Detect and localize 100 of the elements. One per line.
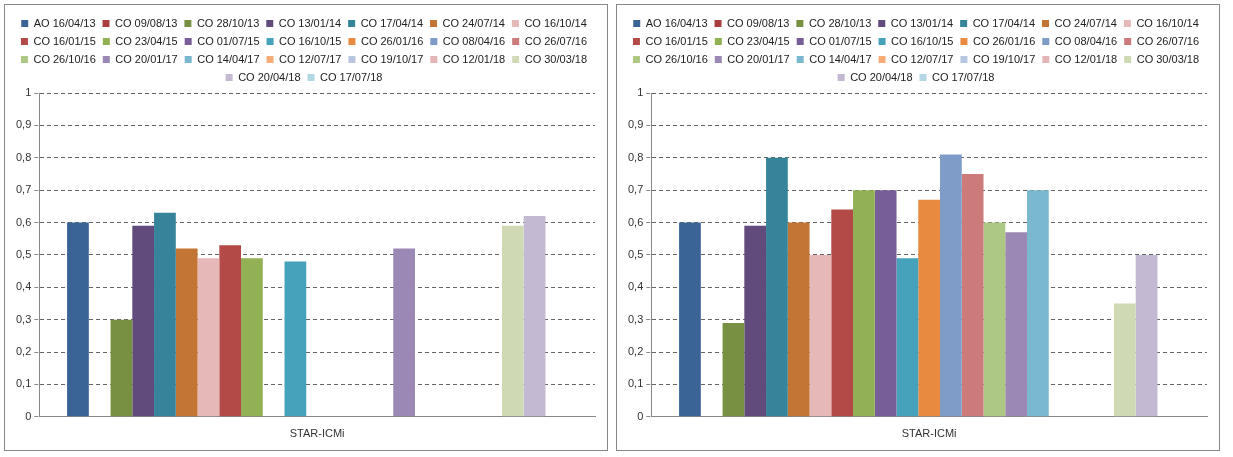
bar xyxy=(284,261,307,417)
legend-label: CO 28/10/13 xyxy=(196,16,260,29)
legend-label: AO 16/04/13 xyxy=(33,16,96,29)
bar xyxy=(110,319,133,417)
bar xyxy=(1027,190,1049,417)
legend-label: CO 13/01/14 xyxy=(890,16,954,29)
legend-label: CO 19/10/17 xyxy=(972,52,1036,65)
bar xyxy=(1113,303,1136,417)
legend-label: CO 26/07/16 xyxy=(1136,34,1200,47)
legend-label: CO 08/04/16 xyxy=(442,34,506,47)
legend-label: CO 12/01/18 xyxy=(1054,52,1118,65)
legend-label: CO 12/07/17 xyxy=(891,52,954,65)
legend-label: CO 24/07/14 xyxy=(1054,16,1117,29)
bar xyxy=(219,245,242,417)
bar xyxy=(744,225,767,417)
legend-label: CO 26/10/16 xyxy=(645,52,708,65)
bar xyxy=(787,222,810,417)
legend-label: CO 23/04/15 xyxy=(115,34,178,47)
legend-label: CO 20/01/17 xyxy=(727,52,790,65)
y-tick-label: 0,2 xyxy=(15,345,32,358)
legend-label: CO 13/01/14 xyxy=(278,16,342,29)
bar xyxy=(722,322,745,417)
legend-label: CO 16/10/15 xyxy=(279,34,342,47)
y-tick-label: 0,1 xyxy=(15,377,32,390)
legend-label: AO 16/04/13 xyxy=(645,16,708,29)
legend-label: CO 24/07/14 xyxy=(442,16,505,29)
legend-label: CO 14/04/17 xyxy=(197,52,260,65)
legend-label: CO 19/10/17 xyxy=(360,52,424,65)
legend-label: CO 28/10/13 xyxy=(808,16,872,29)
legend-label: CO 30/03/18 xyxy=(524,52,588,65)
y-tick-label: 0,5 xyxy=(15,247,32,260)
legend-label: CO 16/01/15 xyxy=(645,34,708,47)
y-tick-label: 0,9 xyxy=(627,118,644,131)
bar xyxy=(523,216,546,417)
legend-label: CO 23/04/15 xyxy=(727,34,790,47)
bar xyxy=(874,190,897,417)
bar xyxy=(154,212,176,417)
legend-label: CO 30/03/18 xyxy=(1136,52,1200,65)
y-tick-label: 0,9 xyxy=(15,118,32,131)
bar xyxy=(241,258,263,417)
x-tick-label: STAR-ICMi xyxy=(901,427,957,440)
bar xyxy=(983,222,1006,417)
y-tick-label: 0,3 xyxy=(15,312,32,325)
legend-label: CO 09/08/13 xyxy=(727,16,790,29)
legend-label: CO 12/07/17 xyxy=(279,52,342,65)
y-tick-label: 0,4 xyxy=(15,280,32,293)
legend-label: CO 20/04/18 xyxy=(238,70,301,83)
legend-label: CO 26/01/16 xyxy=(360,34,424,47)
y-tick-label: 0,3 xyxy=(627,312,644,325)
y-tick-label: 0,6 xyxy=(15,215,32,228)
legend-label: CO 08/04/16 xyxy=(1054,34,1118,47)
y-tick-label: 0,5 xyxy=(627,247,644,260)
bar xyxy=(197,258,220,417)
y-tick-label: 1 xyxy=(25,86,32,99)
legend-label: CO 01/07/15 xyxy=(197,34,260,47)
x-tick-label: STAR-ICMi xyxy=(289,427,345,440)
legend-label: CO 17/07/18 xyxy=(932,70,995,83)
legend-label: CO 09/08/13 xyxy=(115,16,178,29)
bar xyxy=(961,173,984,417)
bar xyxy=(853,190,875,417)
y-tick-label: 0,6 xyxy=(627,215,644,228)
y-tick-label: 0 xyxy=(25,409,32,422)
bar xyxy=(679,222,701,417)
legend-label: CO 12/01/18 xyxy=(442,52,506,65)
legend-label: CO 17/04/14 xyxy=(972,16,1036,29)
bar xyxy=(896,258,919,417)
legend-label: CO 26/10/16 xyxy=(33,52,96,65)
legend-label: CO 17/07/18 xyxy=(320,70,383,83)
bar xyxy=(918,199,941,417)
legend-label: CO 14/04/17 xyxy=(809,52,872,65)
legend-label: CO 01/07/15 xyxy=(809,34,872,47)
legend-label: CO 26/07/16 xyxy=(524,34,588,47)
legend-label: CO 20/01/17 xyxy=(115,52,178,65)
y-tick-label: 0,8 xyxy=(15,150,32,163)
legend-label: CO 20/04/18 xyxy=(850,70,913,83)
bar xyxy=(393,248,415,417)
legend-label: CO 16/01/15 xyxy=(33,34,96,47)
bar xyxy=(175,248,198,417)
y-tick-label: 1 xyxy=(637,86,644,99)
y-tick-label: 0,7 xyxy=(627,183,644,196)
bar xyxy=(1005,232,1027,417)
bar xyxy=(67,222,89,417)
bar xyxy=(809,254,832,417)
legend-label: CO 16/10/15 xyxy=(891,34,954,47)
legend-label: CO 16/10/14 xyxy=(524,16,587,29)
y-tick-label: 0,2 xyxy=(627,345,644,358)
y-tick-label: 0,7 xyxy=(15,183,32,196)
y-tick-label: 0 xyxy=(637,409,644,422)
bar xyxy=(766,157,788,417)
bar xyxy=(940,154,962,417)
legend-label: CO 17/04/14 xyxy=(360,16,424,29)
bar xyxy=(831,209,854,417)
bar xyxy=(132,225,155,417)
bar xyxy=(501,225,524,417)
y-tick-label: 0,4 xyxy=(627,280,644,293)
bar xyxy=(1135,254,1158,417)
y-tick-label: 0,1 xyxy=(627,377,644,390)
y-tick-label: 0,8 xyxy=(627,150,644,163)
legend-label: CO 26/01/16 xyxy=(972,34,1036,47)
legend-label: CO 16/10/14 xyxy=(1136,16,1199,29)
